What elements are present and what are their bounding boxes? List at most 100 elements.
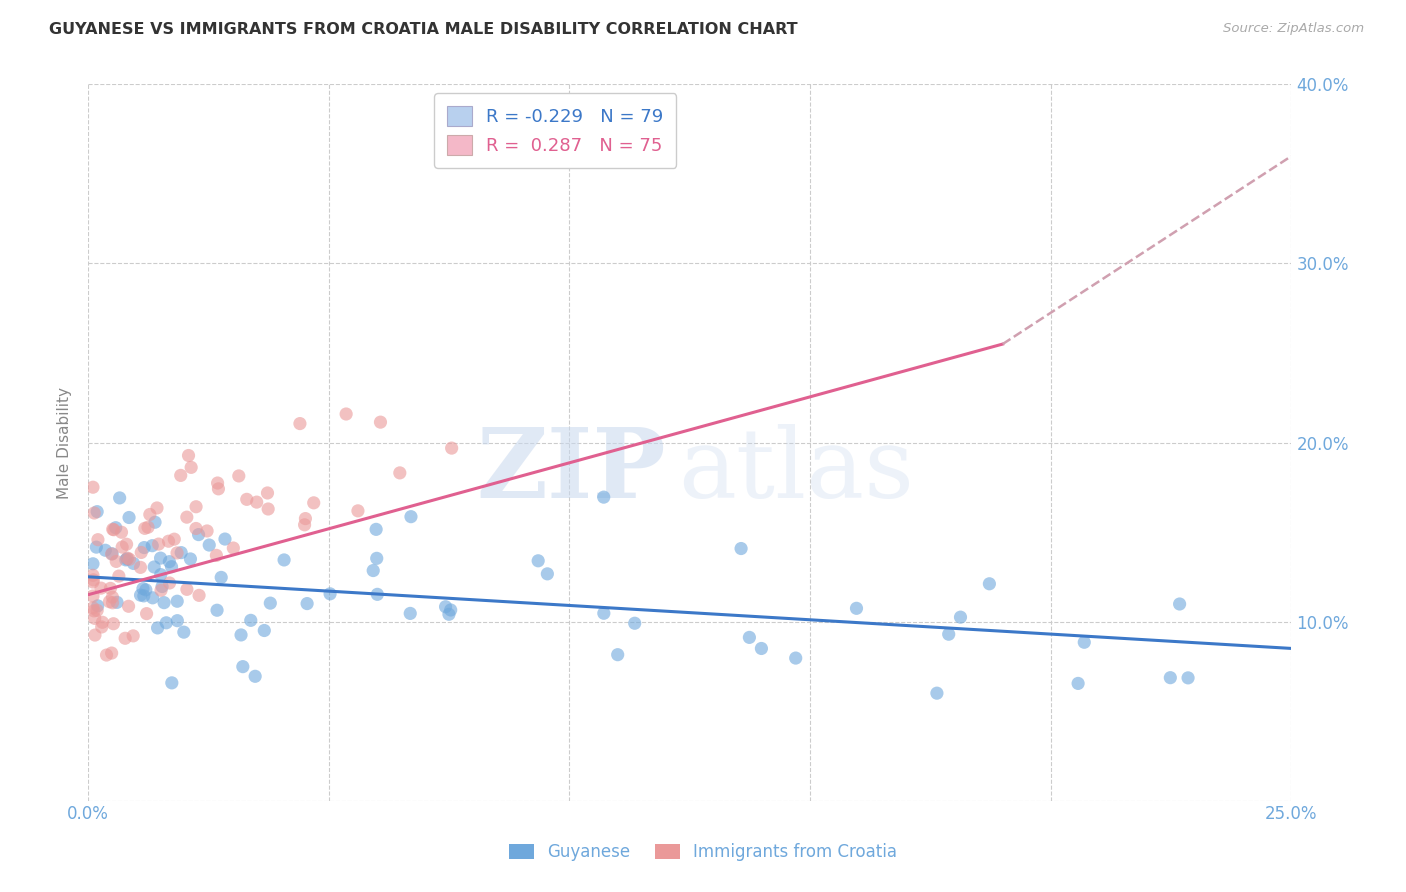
Point [135,582,157,597]
Point [176,582,198,597]
Point [1067,676,1090,690]
Point [122,629,145,643]
Point [82,574,104,589]
Point [160,559,183,574]
Point [253,624,276,638]
Point [236,492,259,507]
Point [122,557,145,571]
Point [294,511,316,525]
Point [135,607,157,621]
Point [184,521,207,535]
Point [105,554,128,568]
Point [118,552,141,566]
Point [440,603,463,617]
Point [188,588,211,602]
Point [129,588,152,602]
Point [229,628,252,642]
Point [115,537,138,551]
Point [101,590,124,604]
Point [536,566,558,581]
Point [146,621,169,635]
Point [163,532,186,546]
Point [173,625,195,640]
Point [195,524,218,538]
Point [256,486,278,500]
Point [259,596,281,610]
Point [142,591,165,605]
Point [91,615,114,630]
Point [187,527,209,541]
Point [205,603,228,617]
Point [100,547,122,561]
Point [146,500,169,515]
Point [207,482,229,496]
Point [153,596,176,610]
Point [149,567,172,582]
Point [83,506,105,520]
Legend: Guyanese, Immigrants from Croatia: Guyanese, Immigrants from Croatia [502,837,904,868]
Point [100,646,122,660]
Point [141,539,163,553]
Point [361,564,384,578]
Point [82,600,104,615]
Point [170,546,193,560]
Point [176,510,198,524]
Text: Source: ZipAtlas.com: Source: ZipAtlas.com [1223,22,1364,36]
Point [180,460,202,475]
Point [273,553,295,567]
Point [170,468,193,483]
Point [979,576,1001,591]
Point [83,604,105,618]
Point [302,496,325,510]
Point [239,613,262,627]
Point [84,628,107,642]
Text: atlas: atlas [678,425,914,518]
Point [177,449,200,463]
Point [108,491,131,505]
Point [104,521,127,535]
Point [86,599,108,613]
Point [117,599,139,614]
Point [434,599,457,614]
Point [205,549,228,563]
Point [82,480,104,494]
Point [399,509,422,524]
Point [105,595,128,609]
Point [949,610,972,624]
Point [437,607,460,622]
Point [198,538,221,552]
Point [114,632,136,646]
Point [132,589,155,603]
Point [246,495,269,509]
Text: GUYANESE VS IMMIGRANTS FROM CROATIA MALE DISABILITY CORRELATION CHART: GUYANESE VS IMMIGRANTS FROM CROATIA MALE… [49,22,797,37]
Point [257,502,280,516]
Point [388,466,411,480]
Point [166,546,188,560]
Point [82,568,104,582]
Point [288,417,311,431]
Point [103,523,125,537]
Point [319,587,342,601]
Point [209,570,232,584]
Point [366,587,388,601]
Point [101,596,124,610]
Point [115,552,138,566]
Point [143,515,166,529]
Point [87,533,110,547]
Point [110,525,132,540]
Point [366,522,388,536]
Point [606,648,628,662]
Point [150,583,173,598]
Point [592,606,614,620]
Point [160,676,183,690]
Point [98,594,121,608]
Point [166,594,188,608]
Point [738,631,761,645]
Y-axis label: Male Disability: Male Disability [58,386,72,499]
Point [295,597,318,611]
Legend: R = -0.229   N = 79, R =  0.287   N = 75: R = -0.229 N = 79, R = 0.287 N = 75 [434,94,676,168]
Point [1073,635,1095,649]
Point [347,504,370,518]
Point [845,601,868,615]
Point [111,540,134,554]
